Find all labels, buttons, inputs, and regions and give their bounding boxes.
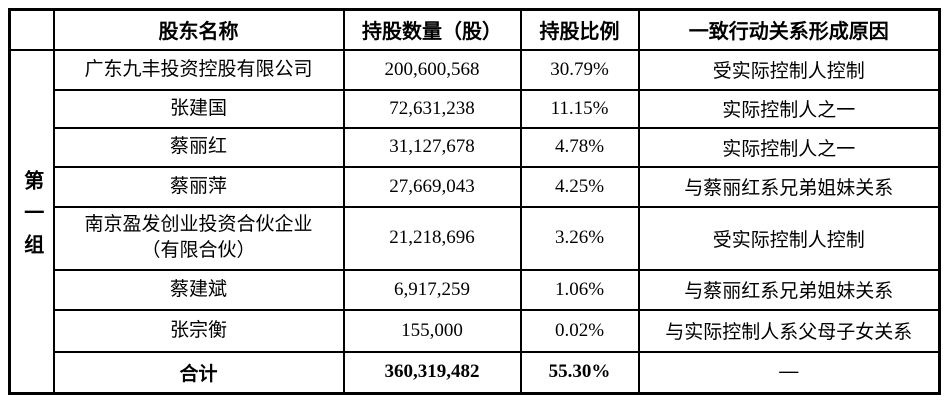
table-row: 蔡丽红 31,127,678 4.78% 实际控制人之一 <box>10 126 941 168</box>
reason-cell: 与蔡丽红系兄弟姐妹关系 <box>637 268 941 311</box>
ratio-cell: 1.06% <box>519 268 640 311</box>
header-shares-count: 持股数量（股） <box>342 8 522 51</box>
shares-cell: 72,631,238 <box>342 88 522 129</box>
header-row: 股东名称 持股数量（股） 持股比例 一致行动关系形成原因 <box>8 8 941 51</box>
shareholder-name-cell: 广东九丰投资控股有限公司 <box>52 48 345 91</box>
reason-cell: 实际控制人之一 <box>637 88 941 129</box>
table-row: 蔡建斌 6,917,259 1.06% 与蔡丽红系兄弟姐妹关系 <box>10 268 941 311</box>
shares-cell: 155,000 <box>342 308 522 353</box>
ratio-cell: 4.78% <box>519 126 640 168</box>
reason-cell: 实际控制人之一 <box>637 126 941 168</box>
reason-cell: 受实际控制人控制 <box>637 205 941 271</box>
ratio-cell: 4.25% <box>519 165 640 208</box>
shares-cell: 27,669,043 <box>342 165 522 208</box>
table-row: 蔡丽萍 27,669,043 4.25% 与蔡丽红系兄弟姐妹关系 <box>10 165 941 208</box>
group-header-cell-empty <box>8 8 55 51</box>
header-concert-reason: 一致行动关系形成原因 <box>637 8 941 51</box>
document-page: 股东名称 持股数量（股） 持股比例 一致行动关系形成原因 第一组 广东九丰投资控… <box>8 8 941 395</box>
reason-cell: 受实际控制人控制 <box>637 48 941 91</box>
shareholder-name-cell: 蔡丽红 <box>52 126 345 168</box>
total-label-cell: 合计 <box>52 350 345 395</box>
shares-cell: 6,917,259 <box>342 268 522 311</box>
header-shareholder-name: 股东名称 <box>52 8 345 51</box>
shareholder-concerted-action-table: 股东名称 持股数量（股） 持股比例 一致行动关系形成原因 第一组 广东九丰投资控… <box>8 8 941 395</box>
table-row: 第一组 广东九丰投资控股有限公司 200,600,568 30.79% 受实际控… <box>8 48 941 395</box>
total-ratio-cell: 55.30% <box>519 350 640 395</box>
header-share-ratio: 持股比例 <box>519 8 640 51</box>
reason-cell: 与实际控制人系父母子女关系 <box>637 308 941 353</box>
table-row: 张建国 72,631,238 11.15% 实际控制人之一 <box>10 88 941 129</box>
shareholder-name-cell: 张宗衡 <box>52 308 345 353</box>
shareholder-name-cell: 蔡丽萍 <box>52 165 345 208</box>
table-row: 张宗衡 155,000 0.02% 与实际控制人系父母子女关系 <box>10 308 941 353</box>
total-row: 合计 360,319,482 55.30% — <box>10 350 941 395</box>
shares-cell: 200,600,568 <box>342 48 522 91</box>
shares-cell: 21,218,696 <box>342 205 522 271</box>
table-row: 南京盈发创业投资合伙企业 （有限合伙） 21,218,696 3.26% 受实际… <box>10 205 941 271</box>
shares-cell: 31,127,678 <box>342 126 522 168</box>
group-label-cell: 第一组 <box>8 48 55 395</box>
shareholder-name-cell: 蔡建斌 <box>52 268 345 311</box>
ratio-cell: 3.26% <box>519 205 640 271</box>
reason-cell: 与蔡丽红系兄弟姐妹关系 <box>637 165 941 208</box>
total-shares-cell: 360,319,482 <box>342 350 522 395</box>
group-label: 第一组 <box>20 170 43 267</box>
shareholder-name-cell: 张建国 <box>52 88 345 129</box>
ratio-cell: 11.15% <box>519 88 640 129</box>
ratio-cell: 30.79% <box>519 48 640 91</box>
shareholder-name-cell: 南京盈发创业投资合伙企业 （有限合伙） <box>52 205 345 271</box>
ratio-cell: 0.02% <box>519 308 640 353</box>
total-reason-cell: — <box>637 350 941 395</box>
